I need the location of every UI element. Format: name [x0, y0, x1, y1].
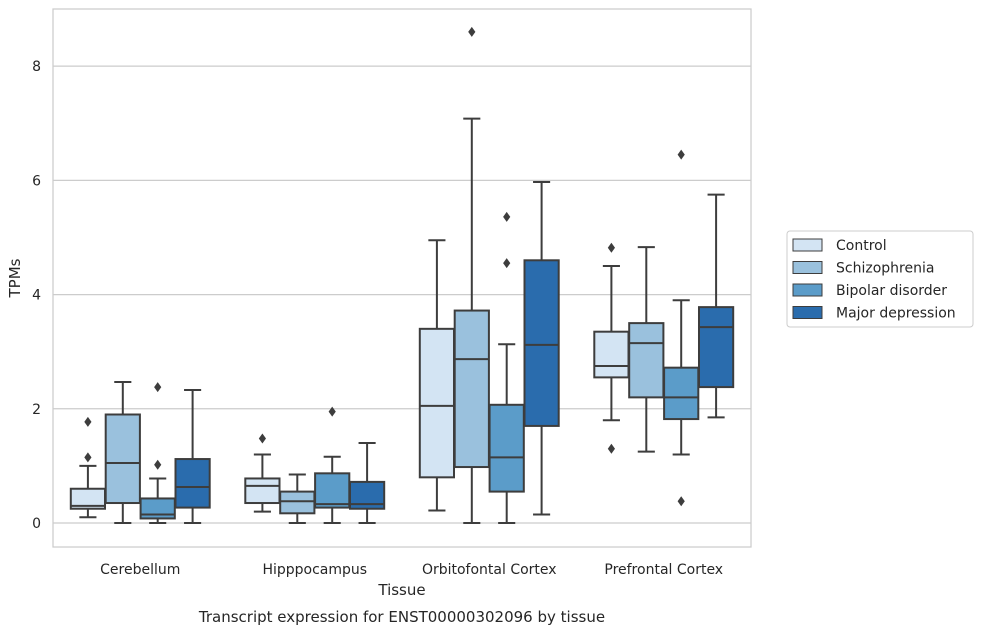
legend-swatch	[792, 283, 823, 297]
outlier-marker	[84, 452, 92, 463]
outlier-marker	[503, 258, 511, 269]
gridlines	[53, 65, 751, 524]
outlier-marker	[607, 443, 615, 454]
y-tick-label: 0	[32, 516, 41, 532]
y-tick-labels: 0 2 4 6 8	[32, 59, 41, 532]
box	[279, 490, 316, 515]
box-group	[104, 380, 141, 525]
legend: Control Schizophrenia Bipolar disorder Majo…	[786, 230, 974, 328]
box-group	[348, 442, 386, 525]
x-tick-label: Hipppocampus	[262, 562, 367, 578]
outlier-marker	[607, 242, 615, 253]
box-group	[453, 26, 490, 525]
legend-swatch	[792, 306, 823, 319]
box	[314, 472, 351, 509]
box-group	[697, 193, 735, 419]
box-group	[488, 211, 525, 525]
x-tick-labels: Cerebellum Hipppocampus Orbitofontal Corte…	[100, 562, 723, 578]
legend-label: Bipolar disorder	[836, 283, 947, 299]
box-group	[69, 416, 107, 519]
outlier-marker	[84, 416, 92, 427]
y-axis-title: TPMs	[6, 258, 24, 298]
outlier-marker	[503, 211, 511, 222]
outlier-marker	[154, 382, 162, 393]
x-axis-title: Tissue	[377, 581, 425, 599]
legend-label: Control	[836, 238, 887, 254]
x-tick-label: Orbitofontal Cortex	[422, 562, 557, 578]
legend-items: Control Schizophrenia Bipolar disorder Majo…	[792, 238, 956, 322]
legend-frame	[786, 230, 974, 328]
outlier-marker	[258, 433, 266, 444]
x-tick-label: Cerebellum	[100, 562, 180, 578]
box	[174, 458, 211, 509]
box	[244, 477, 281, 505]
box-group	[314, 406, 351, 525]
legend-label: Major depression	[836, 306, 956, 322]
outlier-marker	[328, 406, 336, 417]
legend-swatch	[792, 238, 823, 252]
boxes	[69, 26, 735, 525]
box	[104, 413, 141, 505]
box-group	[244, 433, 281, 513]
outlier-marker	[468, 26, 476, 37]
plot-area	[52, 8, 752, 548]
box	[418, 327, 456, 479]
box-group	[593, 242, 630, 454]
y-tick-label: 6	[32, 173, 41, 189]
box-group	[523, 181, 560, 516]
box-group	[279, 473, 316, 525]
box	[453, 309, 490, 469]
box-group	[663, 149, 700, 507]
box	[523, 259, 560, 427]
y-tick-label: 8	[32, 59, 41, 75]
box	[488, 403, 525, 493]
chart-caption: Transcript expression for ENST0000030209…	[198, 608, 605, 626]
y-tick-label: 4	[32, 288, 41, 304]
box	[663, 366, 700, 421]
legend-label: Schizophrenia	[836, 261, 934, 277]
legend-swatch	[792, 261, 823, 274]
box-group	[628, 246, 665, 453]
box	[593, 330, 630, 379]
outlier-marker	[677, 149, 685, 160]
y-tick-label: 2	[32, 402, 41, 418]
box-group	[174, 388, 211, 525]
box	[697, 306, 735, 389]
x-tick-label: Prefrontal Cortex	[604, 562, 723, 578]
outlier-marker	[154, 459, 162, 470]
outlier-marker	[677, 496, 685, 507]
box	[628, 322, 665, 399]
box-group	[139, 382, 176, 525]
